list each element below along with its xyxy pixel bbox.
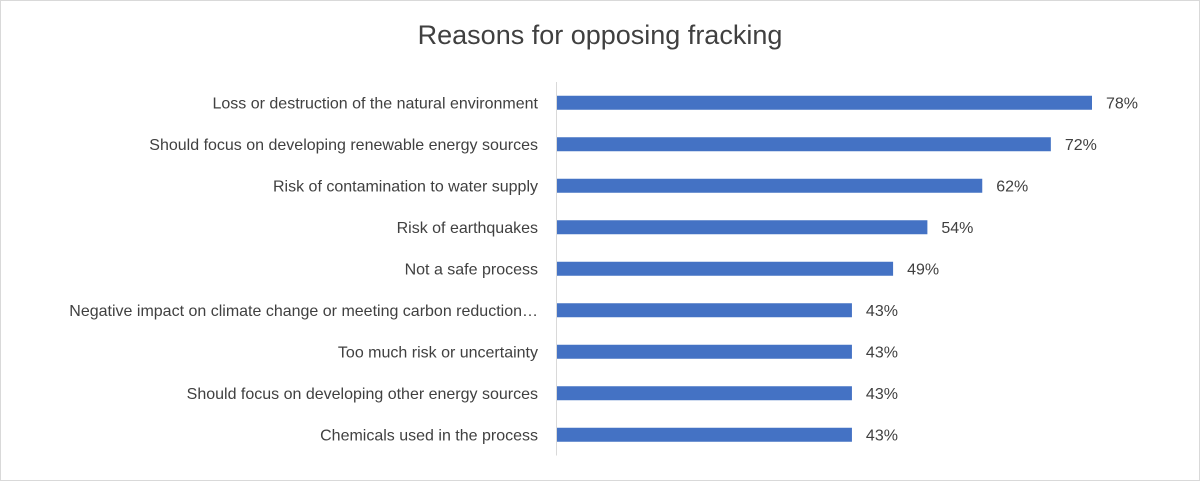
category-label: Risk of earthquakes xyxy=(397,220,538,237)
bar xyxy=(557,344,852,359)
data-label: 72% xyxy=(1065,137,1097,154)
category-label: Negative impact on climate change or mee… xyxy=(69,303,538,320)
bar xyxy=(557,137,1051,152)
data-label: 43% xyxy=(866,427,898,444)
chart-title: Reasons for opposing fracking xyxy=(417,20,783,50)
bar xyxy=(557,303,852,318)
data-label: 54% xyxy=(941,220,973,237)
bar xyxy=(557,386,852,401)
category-label: Should focus on developing renewable ene… xyxy=(149,137,538,154)
category-label: Risk of contamination to water supply xyxy=(273,178,538,195)
category-label: Not a safe process xyxy=(405,261,538,278)
bar xyxy=(557,427,852,442)
category-label: Should focus on developing other energy … xyxy=(187,386,538,403)
data-label: 49% xyxy=(907,261,939,278)
bar xyxy=(557,178,983,193)
category-label: Loss or destruction of the natural envir… xyxy=(212,95,538,112)
data-label: 78% xyxy=(1106,95,1138,112)
data-label: 43% xyxy=(866,303,898,320)
category-label: Too much risk or uncertainty xyxy=(338,344,538,361)
data-label: 43% xyxy=(866,344,898,361)
bar xyxy=(557,95,1092,110)
bar xyxy=(557,261,894,276)
data-label: 43% xyxy=(866,386,898,403)
data-label: 62% xyxy=(996,178,1028,195)
category-label: Chemicals used in the process xyxy=(320,427,538,444)
bar xyxy=(557,220,928,235)
